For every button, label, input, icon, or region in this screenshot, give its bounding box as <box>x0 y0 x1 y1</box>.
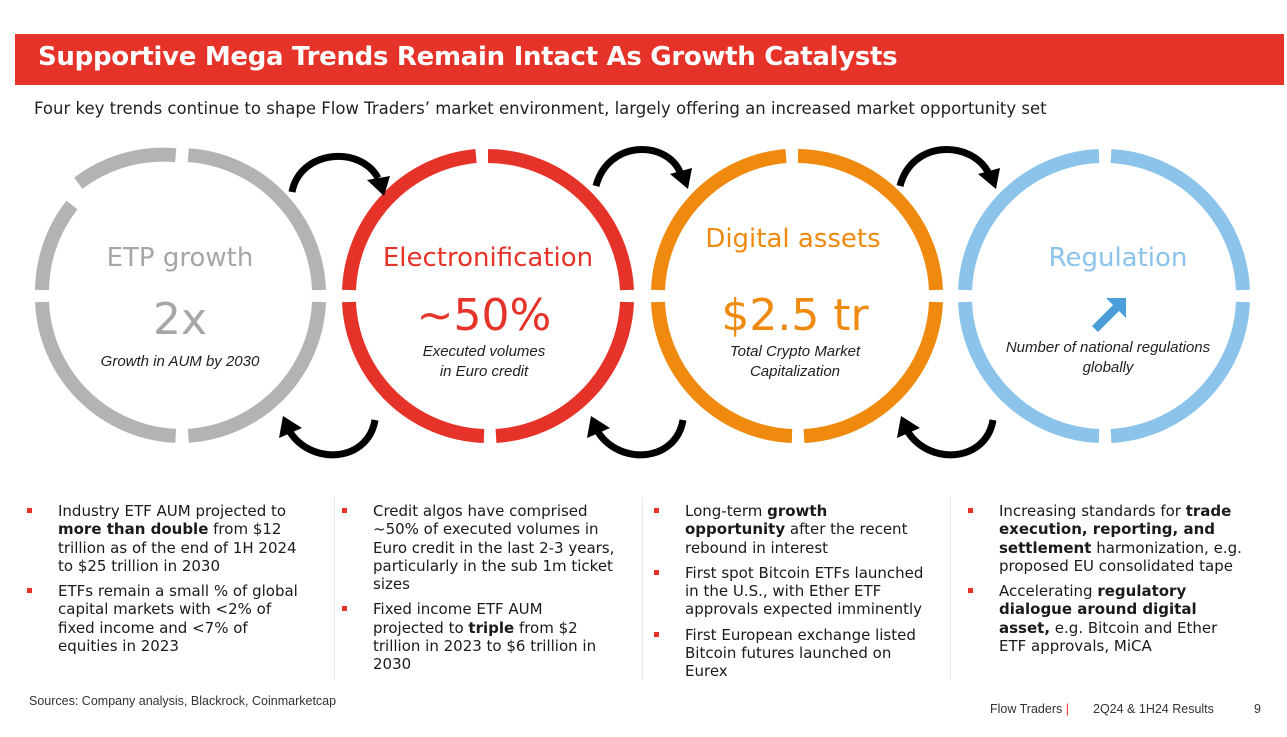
top-arrows <box>288 146 992 193</box>
ring-segment <box>342 301 485 443</box>
footer-sources: Sources: Company analysis, Blackrock, Co… <box>29 694 337 708</box>
arrowhead-icon <box>978 168 1000 189</box>
column-divider <box>334 497 335 680</box>
footer-report: 2Q24 & 1H24 Results <box>1093 702 1214 716</box>
company-name: Flow Traders <box>990 702 1063 716</box>
ring-segment <box>1110 149 1250 291</box>
description-line: Executed volumes <box>422 343 546 360</box>
slide-title: Supportive Mega Trends Remain Intact As … <box>38 42 898 72</box>
description-line: globally <box>1082 359 1134 376</box>
bullet-item: Long-term growth opportunity after the r… <box>654 502 929 557</box>
cycle-arrow-icon <box>896 146 992 188</box>
cycle-arrow-icon <box>288 152 382 193</box>
regulation-ring <box>958 149 1250 443</box>
cycle-arrow-icon <box>905 419 997 459</box>
arrowhead-icon <box>670 168 692 189</box>
bullet-text: Long-term <box>685 502 768 520</box>
ring-segment <box>797 149 943 291</box>
etp-growth-ring <box>35 147 326 443</box>
cycle-arrow-icon <box>592 146 684 188</box>
description-line: Number of national regulations <box>1005 339 1211 356</box>
ring-segment <box>487 149 634 291</box>
arrowhead-icon <box>897 416 920 438</box>
ring-segment <box>74 147 177 189</box>
digital-assets-description: Total Crypto Market Capitalization <box>645 342 945 382</box>
bullet-emphasis: growth opportunity <box>685 502 828 539</box>
arrowhead-icon <box>587 416 610 438</box>
ring-segment <box>1110 301 1250 443</box>
bullet-text: from $2 trillion in 2023 to $6 trillion … <box>373 618 597 674</box>
ring-segment <box>803 301 943 443</box>
title-bar <box>15 34 1284 85</box>
etp-growth-title: ETP growth <box>106 243 254 273</box>
description-line: Growth in AUM by 2030 <box>100 353 260 370</box>
digital-assets-title: Digital assets <box>705 224 881 254</box>
digital-assets-metric: $2.5 tr <box>721 290 869 341</box>
electronification-ring <box>342 149 634 443</box>
column-divider <box>950 497 951 680</box>
bullet-text: Industry ETF AUM projected to <box>58 502 287 520</box>
regulation-title: Regulation <box>1048 243 1188 273</box>
electronification-title: Electronification <box>382 243 594 273</box>
footer-separator: | <box>1065 702 1069 716</box>
bullet-text: First spot Bitcoin ETFs launched in the … <box>685 563 924 619</box>
bullet-text: Increasing standards for <box>999 502 1186 520</box>
ring-segment <box>35 200 78 291</box>
digital-assets-ring <box>651 149 943 443</box>
ring-segment <box>342 149 477 291</box>
bullet-text: Credit algos have comprised ~50% of exec… <box>373 502 615 594</box>
description-line: in Euro credit <box>439 363 529 380</box>
ring-segment <box>187 148 326 291</box>
bullet-item: Increasing standards for trade execution… <box>968 502 1243 575</box>
bullet-item: Accelerating regulatory dialogue around … <box>968 582 1243 655</box>
bullet-emphasis: trade execution, reporting, and settleme… <box>999 502 1232 557</box>
regulation-description: Number of national regulations globally <box>958 338 1258 378</box>
etp-growth-description: Growth in AUM by 2030 <box>30 352 330 372</box>
column-divider <box>642 497 643 680</box>
description-line: Total Crypto Market <box>729 343 861 360</box>
bullet-emphasis: more than double <box>58 520 209 539</box>
footer-company: Flow Traders | <box>990 702 1069 716</box>
bullet-text: Fixed income ETF AUM projected to <box>373 600 543 637</box>
bullet-item: Credit algos have comprised ~50% of exec… <box>342 502 617 593</box>
regulation-bullets: Increasing standards for trade execution… <box>968 502 1243 662</box>
cycle-arrow-icon <box>595 419 687 459</box>
bullet-text: ETFs remain a small % of global capital … <box>58 582 298 656</box>
bullet-emphasis: regulatory dialogue around digital asset… <box>999 582 1197 637</box>
bullet-item: First spot Bitcoin ETFs launched in the … <box>654 564 929 619</box>
description-line: Capitalization <box>749 363 841 380</box>
ring-segment <box>35 301 177 443</box>
electronification-metric: ~50% <box>416 290 552 341</box>
cycle-arrow-icon <box>287 419 379 459</box>
etp-growth-bullets: Industry ETF AUM projected to more than … <box>27 502 302 662</box>
arrowhead-icon <box>279 416 302 438</box>
arrowhead-icon <box>367 176 390 196</box>
bottom-arrows <box>287 419 997 459</box>
electronification-description: Executed volumes in Euro credit <box>334 342 634 382</box>
ring-segment <box>651 301 793 443</box>
ring-segment <box>958 301 1100 443</box>
etp-growth-metric: 2x <box>152 294 208 345</box>
ring-segment <box>495 301 634 443</box>
bullet-text: First European exchange listed Bitcoin f… <box>685 625 916 681</box>
bullet-item: Industry ETF AUM projected to more than … <box>27 502 302 575</box>
bullet-item: First European exchange listed Bitcoin f… <box>654 626 929 681</box>
digital-assets-bullets: Long-term growth opportunity after the r… <box>654 502 929 688</box>
ring-segment <box>958 149 1100 291</box>
slide-subtitle: Four key trends continue to shape Flow T… <box>34 99 1047 118</box>
bullet-emphasis: triple <box>468 618 515 637</box>
bullet-text: harmonization, e.g. proposed EU consolid… <box>999 538 1242 575</box>
bullet-text: after the recent rebound in interest <box>685 520 908 557</box>
bullet-item: Fixed income ETF AUM projected to triple… <box>342 600 617 673</box>
ring-segment <box>651 149 787 291</box>
page-number: 9 <box>1254 702 1261 716</box>
bullet-item: ETFs remain a small % of global capital … <box>27 582 302 655</box>
up-right-arrow-icon <box>1092 298 1126 332</box>
bullet-text: e.g. Bitcoin and Ether ETF approvals, Mi… <box>999 618 1218 656</box>
electronification-bullets: Credit algos have comprised ~50% of exec… <box>342 502 617 681</box>
bullet-text: Accelerating <box>999 582 1098 601</box>
bullet-text: from $12 trillion as of the end of 1H 20… <box>58 520 297 575</box>
ring-segment <box>187 301 326 443</box>
